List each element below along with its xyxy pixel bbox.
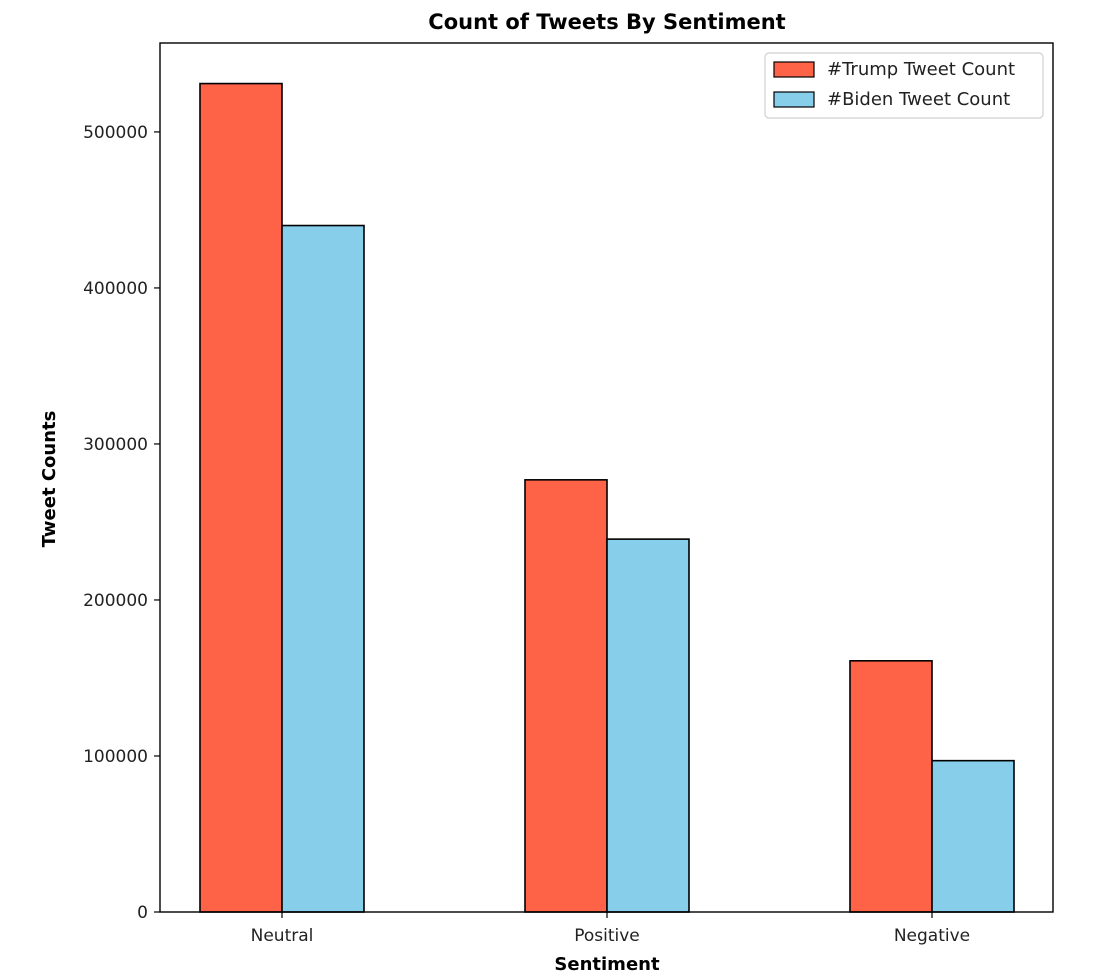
y-tick-label: 500000 [83, 123, 148, 143]
bar-neutral-series-1 [199, 82, 283, 913]
y-tick-label: 100000 [83, 747, 148, 767]
legend: #Trump Tweet Count #Biden Tweet Count [764, 52, 1044, 119]
bar-neutral-series-2 [281, 224, 365, 913]
bar-positive-series-1 [524, 479, 608, 913]
x-tick-label: Positive [574, 926, 640, 946]
y-axis-label: Tweet Counts [39, 411, 60, 548]
legend-box [764, 52, 1044, 119]
plot-area: 0 100000 200000 300000 400000 500000 Neutral Po… [83, 42, 1054, 946]
y-tick-label: 0 [137, 903, 148, 923]
legend-swatch [773, 61, 815, 78]
bar-negative-series-2 [931, 759, 1015, 913]
bar-positive-series-2 [606, 538, 690, 913]
y-tick-label: 400000 [83, 279, 148, 299]
bar-negative-series-1 [849, 660, 933, 913]
legend-swatch [773, 91, 815, 108]
legend-label: #Biden Tweet Count [827, 89, 1010, 110]
x-tick-label: Neutral [251, 926, 314, 946]
x-axis-label: Sentiment [554, 954, 660, 975]
y-tick-label: 200000 [83, 591, 148, 611]
legend-label: #Trump Tweet Count [827, 59, 1015, 80]
y-tick-label: 300000 [83, 435, 148, 455]
x-tick-label: Negative [894, 926, 970, 946]
chart-title: Count of Tweets By Sentiment [428, 10, 785, 34]
